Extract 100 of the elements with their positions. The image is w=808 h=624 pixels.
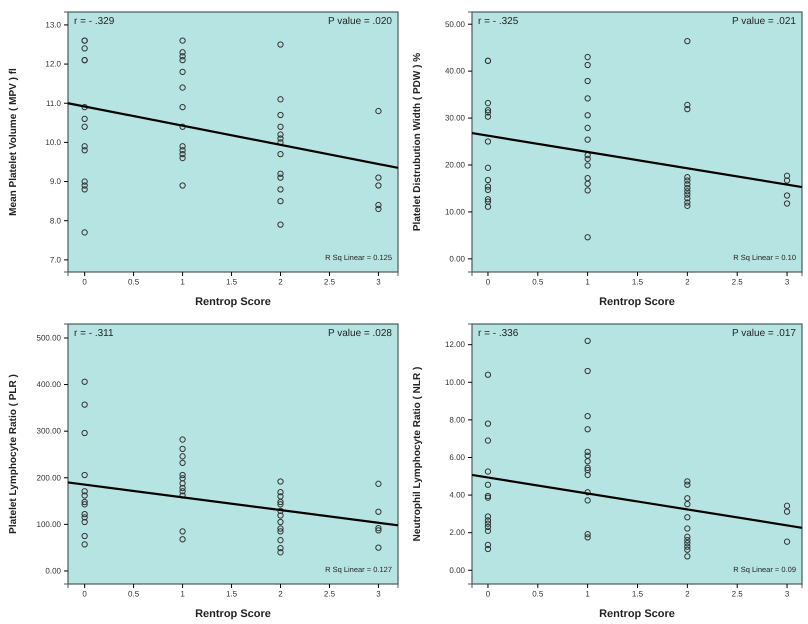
point: [684, 202, 690, 209]
point: [82, 186, 88, 193]
point: [82, 501, 88, 508]
point: [277, 198, 284, 204]
point: [584, 534, 591, 541]
x-tick-label: 1.5: [226, 278, 238, 287]
point: [484, 106, 492, 114]
point: [375, 202, 382, 208]
point: [277, 537, 284, 544]
point: [584, 156, 591, 162]
point: [179, 446, 186, 452]
point: [684, 495, 690, 502]
point: [82, 45, 88, 52]
point: [179, 472, 186, 478]
point: [375, 108, 382, 114]
point: [584, 136, 591, 143]
point: [179, 104, 186, 110]
y-tick-label: 4.00: [449, 490, 466, 500]
point: [784, 192, 790, 199]
point: [684, 478, 690, 484]
annotation: P value = .020: [328, 16, 392, 27]
point: [584, 187, 591, 194]
point: [784, 502, 790, 509]
point: [684, 191, 690, 198]
point: [179, 84, 186, 91]
point: [82, 492, 88, 499]
x-tick-label: 0.5: [128, 278, 140, 287]
y-axis-title: Neutrophil Lymphocyte Ratio ( NLR ): [412, 366, 423, 542]
y-tick-label: 10.00: [444, 378, 466, 387]
point: [484, 204, 492, 210]
y-tick-label: 9.0: [50, 177, 62, 186]
x-tick-label: 2: [278, 278, 284, 287]
point: [484, 109, 492, 116]
annotation: r = - .329: [74, 16, 115, 27]
x-tick-label: 2: [685, 278, 690, 287]
point: [684, 525, 690, 532]
point: [179, 488, 186, 494]
y-tick-label: 0.00: [45, 566, 62, 576]
point: [484, 164, 492, 171]
x-tick-label: 0: [486, 590, 491, 599]
point: [484, 513, 492, 520]
point: [82, 488, 88, 494]
annotation: r = - .311: [74, 328, 114, 339]
x-tick-label: 0.5: [532, 590, 544, 599]
x-tick-label: 3: [784, 278, 790, 287]
point: [277, 96, 284, 102]
x-tick-label: 2.5: [732, 590, 744, 599]
point: [375, 174, 382, 181]
point: [584, 448, 591, 455]
point: [375, 527, 382, 534]
x-tick-label: 1: [180, 278, 186, 287]
x-tick-label: 1.5: [632, 590, 644, 599]
point: [584, 426, 591, 432]
annotation: r = - .325: [478, 16, 519, 27]
point: [684, 534, 690, 540]
x-tick-label: 0: [486, 278, 491, 287]
y-tick-label: 8.00: [449, 415, 466, 424]
x-tick-label: 2: [278, 590, 284, 599]
x-axis-title: Rentrop Score: [195, 296, 271, 308]
point: [179, 49, 186, 56]
point: [179, 528, 186, 534]
point: [82, 229, 88, 236]
point: [82, 498, 88, 506]
point: [179, 57, 186, 64]
y-tick-label: 300.00: [36, 426, 62, 436]
annotation: r = - .336: [478, 328, 519, 339]
point: [484, 528, 492, 534]
x-tick-label: 1.5: [226, 590, 238, 599]
x-axis-title: Rentrop Score: [195, 608, 271, 620]
x-tick-label: 0.5: [128, 590, 140, 599]
point: [684, 38, 690, 44]
x-axis-title: Rentrop Score: [599, 608, 675, 620]
point: [584, 497, 591, 504]
point: [277, 549, 284, 556]
point: [375, 480, 382, 487]
point: [375, 206, 382, 212]
point: [179, 154, 186, 162]
point: [277, 135, 284, 142]
point: [82, 541, 88, 548]
point: [584, 466, 591, 474]
point: [584, 338, 591, 344]
point: [277, 512, 284, 519]
point: [584, 54, 591, 60]
annotation: P value = .017: [732, 328, 796, 339]
point: [82, 401, 88, 408]
y-tick-label: 6.00: [449, 453, 466, 462]
point: [584, 124, 591, 132]
point: [82, 472, 88, 478]
point: [684, 195, 690, 202]
point: [277, 131, 284, 138]
point: [684, 174, 690, 180]
point: [684, 482, 690, 488]
point: [277, 174, 284, 181]
point: [277, 170, 284, 177]
x-tick-label: 3: [376, 278, 382, 287]
point: [82, 116, 88, 122]
point: [82, 104, 88, 110]
point: [584, 174, 591, 182]
y-tick-label: 200.00: [36, 473, 62, 482]
y-tick-label: 0.00: [449, 566, 466, 575]
